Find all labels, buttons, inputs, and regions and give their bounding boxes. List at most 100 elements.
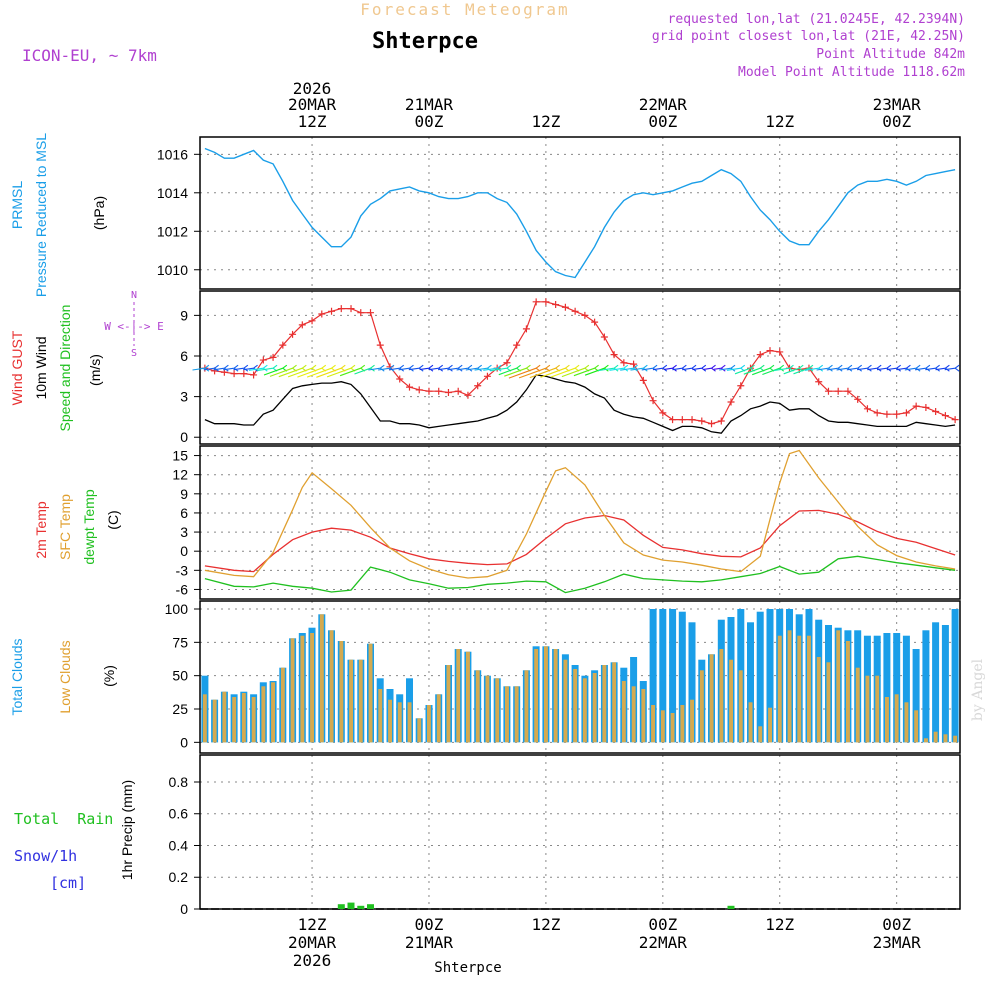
gust-marker-13 <box>328 307 336 315</box>
wind-ytick-label-2: 6 <box>180 348 188 364</box>
low-cloud-bar-35 <box>544 646 548 743</box>
gust-line <box>204 301 956 425</box>
gust-marker-35 <box>542 298 550 306</box>
gust-marker-16 <box>357 309 365 317</box>
clouds-ytick-label-4: 100 <box>165 601 189 617</box>
low-cloud-bar-46 <box>651 705 655 743</box>
low-cloud-bar-9 <box>290 638 295 743</box>
temperature-ytick-label-5: 9 <box>180 486 188 502</box>
gust-marker-29 <box>483 372 491 380</box>
gust-marker-21 <box>405 383 413 391</box>
wind-arrow-2 <box>213 364 229 372</box>
low-cloud-bar-15 <box>349 659 353 743</box>
total-cloud-bar-56 <box>747 622 754 743</box>
low-cloud-bar-51 <box>699 670 704 743</box>
temperature-ytick-label-0: -6 <box>176 581 189 597</box>
gust-marker-11 <box>308 317 316 325</box>
top-time-label-0-2: 12Z <box>298 112 327 131</box>
low-cloud-bar-4 <box>241 693 246 743</box>
low-cloud-bar-10 <box>300 635 305 743</box>
gust-marker-63 <box>815 378 823 386</box>
low-cloud-bar-57 <box>758 726 763 743</box>
wind-arrow-75 <box>925 364 940 372</box>
bottom-time-label-0-2: 2026 <box>293 951 332 970</box>
total-cloud-bar-47 <box>659 609 667 743</box>
total-cloud-bar-50 <box>688 622 696 743</box>
bottom-time-label-4-0: 12Z <box>765 915 794 934</box>
gust-marker-24 <box>435 387 443 395</box>
low-cloud-bar-21 <box>407 702 412 743</box>
watermark: by Angel <box>970 658 986 721</box>
low-cloud-bar-76 <box>943 734 948 743</box>
wind-arrow-61 <box>783 364 804 375</box>
low-cloud-bar-54 <box>729 659 733 743</box>
gust-marker-55 <box>737 382 745 390</box>
prmsl-label: PRMSL <box>9 181 25 229</box>
bottom-time-label-0-1: 20MAR <box>288 933 337 952</box>
low-cloud-bar-28 <box>475 670 480 743</box>
prmsl-line <box>204 147 956 279</box>
gust-marker-42 <box>610 351 618 359</box>
meteogram-title: Forecast Meteogram <box>360 0 569 19</box>
low-cloud-bar-65 <box>836 630 841 743</box>
dewpt-temp-line <box>204 555 956 594</box>
gust-marker-52 <box>708 420 716 428</box>
gust-marker-75 <box>932 408 940 416</box>
bottom-time-label-0-0: 12Z <box>298 915 327 934</box>
compass-n: N <box>131 290 137 301</box>
wind-gust-label: Wind GUST <box>9 330 25 405</box>
clouds-ytick-label-2: 50 <box>172 668 188 684</box>
low-cloud-bar-6 <box>261 686 266 743</box>
low-cloud-bar-48 <box>670 713 675 743</box>
wind-arrow-3 <box>223 364 239 372</box>
gust-marker-57 <box>756 351 764 359</box>
precip-panel-labels: 1hr Precip (mm) Total Rain Snow/1h [cm] <box>14 780 135 892</box>
top-time-label-5-1: 23MAR <box>873 95 922 114</box>
wind-dir-label: Speed and Direction <box>57 305 73 432</box>
total-cloud-bar-75 <box>932 622 940 743</box>
model-label: ICON-EU, ~ 7km <box>22 46 157 65</box>
precip-unit-label: 1hr Precip (mm) <box>119 780 135 880</box>
pressure-ytick-label-1: 1012 <box>157 223 188 239</box>
gust-marker-10 <box>298 321 306 329</box>
temp-2m-line <box>204 509 956 573</box>
location-title: Shterpce <box>372 29 478 54</box>
low-cloud-bar-77 <box>953 735 958 743</box>
low-cloud-bar-2 <box>222 691 227 743</box>
low-cloud-bar-31 <box>505 686 509 743</box>
low-cloud-bar-7 <box>271 682 275 743</box>
total-cloud-bar-57 <box>756 611 764 743</box>
gust-marker-77 <box>951 416 959 424</box>
gust-marker-17 <box>367 309 375 317</box>
gust-marker-22 <box>415 386 423 394</box>
gust-marker-14 <box>337 305 345 313</box>
total-cloud-bar-71 <box>893 633 901 743</box>
total-cloud-bar-48 <box>669 609 677 743</box>
gust-marker-8 <box>279 341 287 349</box>
low-cloud-bar-13 <box>329 630 334 743</box>
gust-marker-28 <box>474 382 482 390</box>
gust-marker-41 <box>600 333 608 341</box>
total-cloud-bar-49 <box>678 611 686 743</box>
total-cloud-bar-46 <box>649 609 657 743</box>
gust-marker-40 <box>591 318 599 326</box>
low-cloud-bar-19 <box>388 699 392 743</box>
low-cloud-bar-52 <box>709 654 714 743</box>
wind-frame <box>199 290 961 445</box>
low-cloud-bar-1 <box>212 699 217 743</box>
wind-arrow-21 <box>398 364 414 372</box>
low-cloud-bar-39 <box>582 678 587 743</box>
cloud-panel-labels: Total Clouds Low Clouds (%) <box>9 638 117 715</box>
low-cloud-bar-70 <box>885 697 889 743</box>
low-cloud-bar-59 <box>777 635 782 743</box>
temperature-ytick-label-3: 3 <box>180 524 188 540</box>
gust-marker-5 <box>250 371 258 379</box>
low-cloud-bar-66 <box>846 641 850 743</box>
pressure-ytick-label-3: 1016 <box>157 146 188 162</box>
gust-marker-51 <box>698 417 706 425</box>
low-cloud-bar-34 <box>534 649 539 743</box>
gust-marker-44 <box>630 360 638 368</box>
